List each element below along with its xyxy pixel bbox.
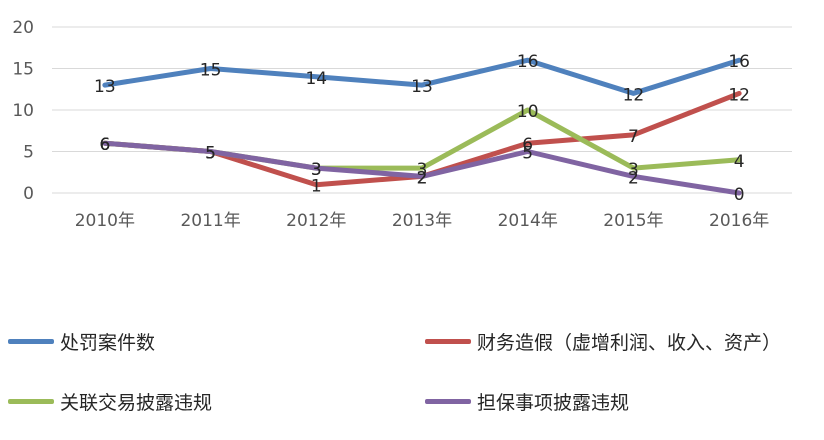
data-label-2-2: 3 (311, 160, 322, 180)
data-label-2-6: 4 (734, 152, 745, 172)
data-label-3-6: 0 (734, 185, 745, 205)
data-label-0-2: 14 (305, 69, 327, 89)
data-label-1-1: 5 (205, 144, 216, 164)
data-label-1-5: 7 (628, 127, 639, 147)
data-label-2-4: 10 (517, 102, 539, 122)
legend-item-0: 处罚案件数 (8, 328, 155, 355)
x-axis: 2010年 2011年 2012年 2013年 2014年 2015年 2016年 (75, 211, 770, 231)
y-tick-label-0: 0 (23, 184, 34, 204)
data-label-1-6: 12 (728, 85, 750, 105)
data-label-2-1: 5 (205, 144, 216, 164)
x-tick-label-6: 2016年 (709, 211, 769, 231)
legend-label-0: 处罚案件数 (60, 332, 156, 354)
data-label-2-3: 3 (417, 160, 428, 180)
x-tick-label-2: 2012年 (286, 211, 346, 231)
y-tick-label-4: 20 (12, 18, 34, 38)
x-tick-label-0: 2010年 (75, 211, 135, 231)
data-label-0-0: 13 (94, 77, 116, 97)
data-label-3-2: 3 (311, 160, 322, 180)
gridlines (52, 26, 792, 194)
data-label-0-4: 16 (517, 52, 539, 72)
data-label-1-3: 2 (417, 168, 428, 188)
data-label-0-5: 12 (623, 85, 645, 105)
legend-swatch-1 (425, 339, 471, 344)
x-tick-label-3: 2013年 (392, 211, 452, 231)
data-label-0-1: 15 (200, 61, 222, 81)
data-label-3-3: 2 (417, 168, 428, 188)
legend-swatch-3 (425, 399, 471, 404)
data-label-3-5: 2 (628, 168, 639, 188)
legend-item-2: 关联交易披露违规 (8, 388, 212, 415)
data-label-3-4: 5 (522, 144, 533, 164)
legend-label-1: 财务造假（虚增利润、收入、资产） (477, 332, 782, 354)
legend-swatch-0 (8, 339, 54, 344)
data-label-1-4: 6 (522, 135, 533, 155)
y-tick-label-1: 5 (23, 143, 34, 163)
data-label-3-1: 5 (205, 144, 216, 164)
data-label-2-5: 3 (628, 160, 639, 180)
x-tick-label-5: 2015年 (603, 211, 663, 231)
series-lines (102, 57, 742, 196)
legend-label-2: 关联交易披露违规 (60, 392, 213, 414)
y-tick-label-3: 15 (12, 60, 34, 80)
data-label-0-3: 13 (411, 77, 433, 97)
legend-item-1: 财务造假（虚增利润、收入、资产） (425, 328, 781, 355)
legend-label-3: 担保事项披露违规 (477, 392, 630, 414)
data-label-1-2: 1 (311, 177, 322, 197)
data-label-2-0: 6 (99, 135, 110, 155)
y-axis: 0 5 10 15 20 (12, 18, 34, 204)
x-tick-label-1: 2011年 (180, 211, 240, 231)
legend: 处罚案件数 财务造假（虚增利润、收入、资产） 关联交易披露违规 担保事项披露违规 (0, 320, 824, 430)
data-label-0-6: 16 (728, 52, 750, 72)
x-tick-label-4: 2014年 (498, 211, 558, 231)
legend-item-3: 担保事项披露违规 (425, 388, 629, 415)
y-tick-label-2: 10 (12, 101, 34, 121)
data-label-1-0: 6 (99, 135, 110, 155)
data-label-3-0: 6 (99, 135, 110, 155)
legend-swatch-2 (8, 399, 54, 404)
